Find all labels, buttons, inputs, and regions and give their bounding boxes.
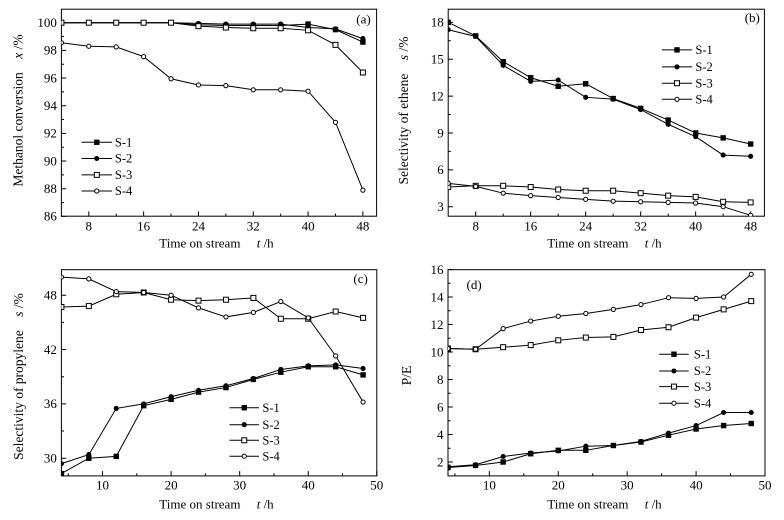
svg-text:Time on stream t /h: Time on stream t /h xyxy=(159,236,274,251)
svg-text:32: 32 xyxy=(634,218,647,233)
svg-text:16: 16 xyxy=(137,218,151,233)
svg-text:40: 40 xyxy=(302,218,315,233)
svg-text:Selectivity of propylene s: Selectivity of propylene s /% xyxy=(11,293,26,460)
svg-text:(d): (d) xyxy=(467,277,482,292)
svg-text:50: 50 xyxy=(759,477,772,492)
svg-text:30: 30 xyxy=(44,451,57,466)
svg-text:6: 6 xyxy=(437,399,444,414)
svg-text:S-4: S-4 xyxy=(262,449,280,463)
svg-text:S-1: S-1 xyxy=(262,401,279,415)
svg-text:10: 10 xyxy=(431,344,444,359)
svg-text:S-2: S-2 xyxy=(695,60,712,74)
svg-text:(b): (b) xyxy=(745,10,760,25)
svg-text:9: 9 xyxy=(437,125,444,140)
svg-text:S-4: S-4 xyxy=(695,93,713,107)
svg-text:S-2: S-2 xyxy=(115,152,132,166)
svg-text:8: 8 xyxy=(86,218,93,233)
svg-text:(a): (a) xyxy=(356,12,370,27)
svg-text:30: 30 xyxy=(621,477,634,492)
svg-text:Time on stream t /h: Time on stream t /h xyxy=(547,496,662,511)
svg-text:18: 18 xyxy=(431,15,444,30)
svg-text:86: 86 xyxy=(44,209,58,224)
svg-text:(c): (c) xyxy=(353,271,367,286)
svg-text:S-3: S-3 xyxy=(694,380,711,394)
svg-text:10: 10 xyxy=(483,477,496,492)
svg-text:36: 36 xyxy=(44,396,58,411)
svg-text:48: 48 xyxy=(356,218,369,233)
svg-text:8: 8 xyxy=(472,218,479,233)
svg-text:94: 94 xyxy=(44,98,58,113)
svg-text:S-1: S-1 xyxy=(115,136,132,150)
svg-text:92: 92 xyxy=(44,126,57,141)
svg-text:S-4: S-4 xyxy=(115,184,133,198)
svg-text:98: 98 xyxy=(44,43,57,58)
svg-text:42: 42 xyxy=(44,342,57,357)
svg-text:16: 16 xyxy=(524,218,538,233)
svg-text:40: 40 xyxy=(302,477,315,492)
svg-text:Methanol conversion x /%: Methanol conversion x /% xyxy=(11,34,26,186)
svg-text:S-2: S-2 xyxy=(262,418,279,432)
svg-text:48: 48 xyxy=(44,288,57,303)
svg-text:S-4: S-4 xyxy=(694,396,712,410)
svg-text:20: 20 xyxy=(552,477,565,492)
svg-text:48: 48 xyxy=(744,218,757,233)
svg-text:S-2: S-2 xyxy=(694,364,711,378)
svg-text:16: 16 xyxy=(431,262,445,277)
svg-text:40: 40 xyxy=(690,477,703,492)
svg-text:6: 6 xyxy=(437,162,444,177)
svg-text:30: 30 xyxy=(233,477,246,492)
svg-text:12: 12 xyxy=(431,88,444,103)
svg-text:90: 90 xyxy=(44,153,57,168)
svg-text:10: 10 xyxy=(96,477,109,492)
svg-text:S-1: S-1 xyxy=(694,347,711,361)
svg-text:15: 15 xyxy=(431,52,444,67)
svg-text:2: 2 xyxy=(437,454,444,469)
svg-text:S-3: S-3 xyxy=(115,168,132,182)
svg-text:S-3: S-3 xyxy=(695,76,712,90)
svg-text:88: 88 xyxy=(44,181,57,196)
svg-text:50: 50 xyxy=(370,477,383,492)
svg-text:S-1: S-1 xyxy=(695,43,712,57)
svg-text:14: 14 xyxy=(431,289,445,304)
svg-text:Time on stream t /h: Time on stream t /h xyxy=(159,496,274,511)
svg-text:12: 12 xyxy=(431,317,444,332)
svg-text:4: 4 xyxy=(437,427,444,442)
svg-text:Time on stream t /h: Time on stream t /h xyxy=(547,236,662,251)
svg-text:40: 40 xyxy=(689,218,702,233)
svg-text:Selectivity of ethene s /%: Selectivity of ethene s /% xyxy=(396,36,411,184)
svg-text:3: 3 xyxy=(437,199,444,214)
svg-text:24: 24 xyxy=(579,218,593,233)
svg-text:P/E: P/E xyxy=(399,366,414,386)
svg-text:8: 8 xyxy=(437,372,444,387)
svg-text:100: 100 xyxy=(37,15,57,30)
svg-text:32: 32 xyxy=(247,218,260,233)
svg-text:S-3: S-3 xyxy=(262,434,279,448)
svg-text:96: 96 xyxy=(44,70,58,85)
svg-text:20: 20 xyxy=(165,477,178,492)
svg-text:24: 24 xyxy=(192,218,206,233)
